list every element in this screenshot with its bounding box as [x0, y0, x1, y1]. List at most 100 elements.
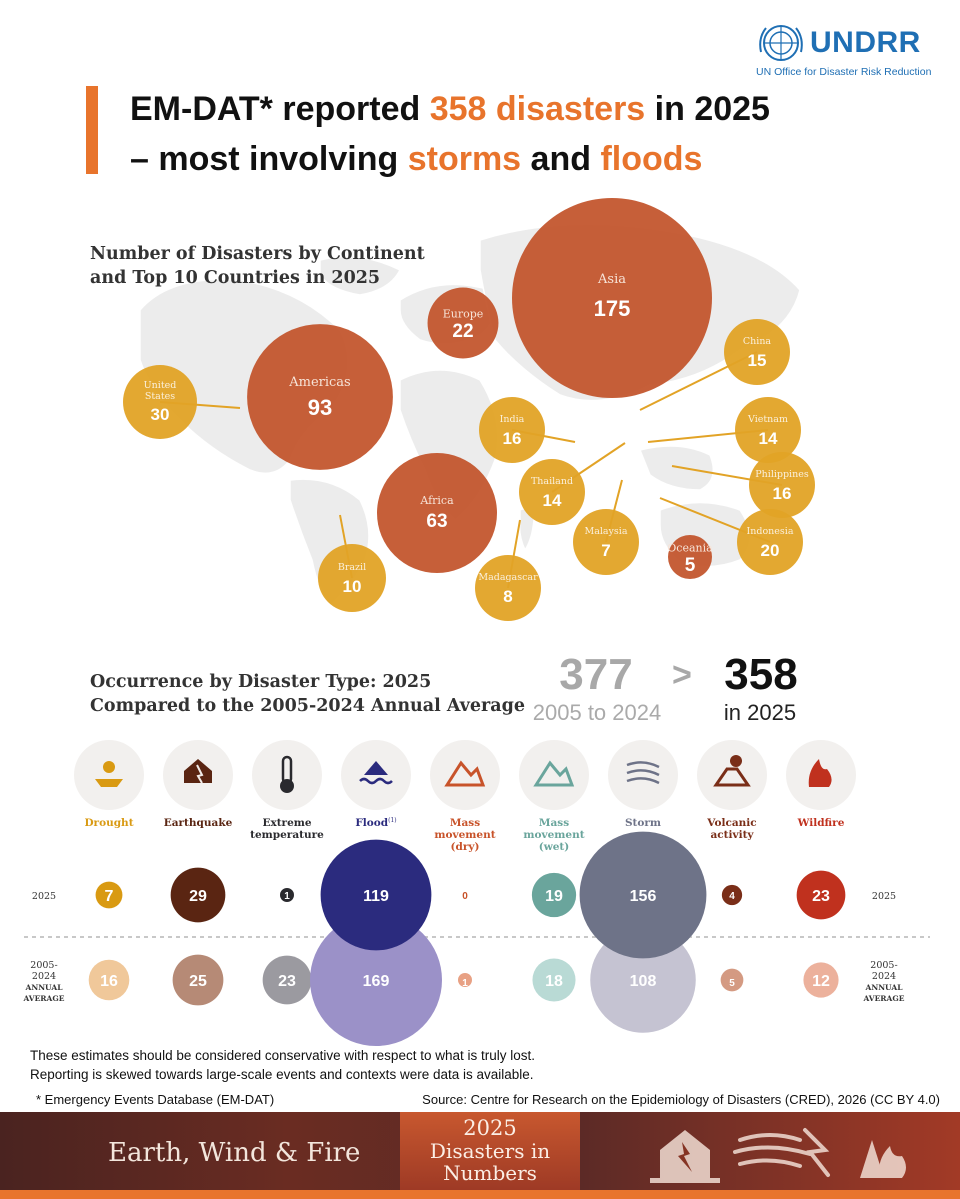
avg-value: 5 [729, 978, 735, 989]
disaster-type-icons [74, 740, 856, 810]
average-total-value: 377 [559, 650, 633, 699]
un-emblem-icon [759, 25, 803, 61]
country-value: 14 [543, 491, 562, 510]
earthquake-icon [650, 1130, 720, 1183]
avg-bubble-storm: 108 [590, 927, 696, 1033]
cur-bubble-earthquake: 29 [170, 867, 226, 923]
type-label-mass-movement-dry: (dry) [451, 841, 480, 853]
country-bubble-madagascar: Madagascar 8 [475, 555, 541, 621]
cur-value: 23 [812, 888, 830, 905]
continent-label: Africa [419, 494, 454, 507]
mass-movement-wet-icon [519, 740, 589, 810]
cur-bubble-drought: 7 [95, 881, 123, 909]
avg-value: 18 [545, 973, 563, 990]
banner-series-title: Earth, Wind & Fire [108, 1138, 361, 1168]
country-value: 16 [773, 484, 792, 503]
logo-wordmark: UNDRR [810, 26, 921, 59]
continent-circle [427, 287, 499, 359]
avg-value: 25 [189, 973, 207, 990]
row-label-avg-left: 2024 [32, 971, 56, 982]
continent-circle [377, 453, 497, 573]
type-label-volcanic-activity: Volcanic [706, 817, 756, 829]
continent-bubble-asia: Asia 175 [512, 198, 712, 398]
country-circle [573, 509, 639, 575]
avg-bubble-earthquake: 25 [172, 954, 224, 1006]
type-label-drought: Drought [84, 817, 133, 829]
country-bubble-indonesia: Indonesia 20 [737, 509, 803, 575]
country-label: United [144, 380, 177, 391]
banner-accent-stripe [0, 1190, 960, 1199]
row-label-2025-right: 2025 [872, 891, 896, 902]
country-circle [724, 319, 790, 385]
country-value: 7 [601, 541, 610, 560]
country-label: States [145, 391, 175, 402]
logo-subtitle: UN Office for Disaster Risk Reduction [756, 66, 932, 78]
storm-icon [608, 740, 678, 810]
cur-value: 29 [189, 888, 207, 905]
row-label-avg-left: AVERAGE [23, 994, 65, 1003]
continent-value: 93 [308, 395, 332, 420]
country-circle [479, 397, 545, 463]
continent-circle [668, 535, 712, 579]
country-label: Vietnam [747, 414, 788, 425]
cur-value: 0 [462, 891, 468, 902]
country-circle [123, 365, 197, 439]
wildfire-icon [860, 1140, 906, 1178]
map-chart-title: Number of Disasters by Continent and Top… [90, 244, 425, 288]
title-accent-bar [86, 86, 98, 174]
volcano-icon [697, 740, 767, 810]
country-bubble-philippines: Philippines 16 [749, 452, 815, 518]
row-label-avg-right: 2005- [870, 960, 897, 971]
country-label: Philippines [755, 469, 809, 480]
cur-bubble-flood: 119 [320, 839, 432, 951]
drought-icon [74, 740, 144, 810]
country-label: Thailand [531, 476, 573, 487]
row-label-avg-right: ANNUAL [865, 983, 904, 992]
country-label: Malaysia [584, 526, 627, 537]
flood-icon [341, 740, 411, 810]
cur-bubble-extreme-temperature: 1 [280, 888, 294, 902]
country-value: 8 [503, 587, 512, 606]
country-label: Madagascar [478, 572, 538, 583]
type-label-wildfire: Wildfire [797, 817, 845, 829]
average-bubbles: 16 25 23 169 1 18 108 5 12 [88, 914, 839, 1046]
avg-bubble-volcanic-activity: 5 [720, 968, 744, 992]
country-label: China [743, 336, 772, 347]
storm-icon [733, 1128, 830, 1177]
country-circle [737, 509, 803, 575]
row-labels: 20252005-2024ANNUALAVERAGE20252005-2024A… [23, 891, 905, 1003]
current-total-value: 358 [724, 650, 798, 699]
continent-circle [247, 324, 393, 470]
country-circle [318, 544, 386, 612]
avg-bubble-flood: 169 [310, 914, 442, 1046]
row-label-avg-right: AVERAGE [863, 994, 905, 1003]
continent-label: Europe [443, 308, 484, 321]
banner-year: 2025 [463, 1116, 517, 1140]
avg-value: 108 [630, 973, 657, 990]
row-label-avg-left: 2005- [30, 960, 57, 971]
cur-value: 4 [729, 891, 735, 902]
cur-value: 156 [630, 888, 657, 905]
type-label-extreme-temperature: Extreme [262, 817, 311, 829]
cur-bubble-storm: 156 [579, 831, 707, 959]
thermometer-icon [252, 740, 322, 810]
continent-label: Asia [597, 272, 626, 287]
banner-icons [650, 1128, 906, 1183]
undrr-logo: UNDRR UN Office for Disaster Risk Reduct… [756, 22, 932, 80]
continent-bubble-africa: Africa 63 [377, 453, 497, 573]
avg-value: 12 [812, 973, 830, 990]
wildfire-icon [786, 740, 856, 810]
continent-value: 22 [452, 321, 473, 342]
row-label-2025-left: 2025 [32, 891, 56, 902]
country-bubble-vietnam: Vietnam 14 [735, 397, 801, 463]
type-label-mass-movement-dry: movement [434, 829, 495, 841]
country-circle [519, 459, 585, 525]
cur-value: 1 [284, 891, 290, 902]
avg-value: 23 [278, 973, 296, 990]
country-bubble-malaysia: Malaysia 7 [573, 509, 639, 575]
country-label: India [500, 414, 525, 425]
